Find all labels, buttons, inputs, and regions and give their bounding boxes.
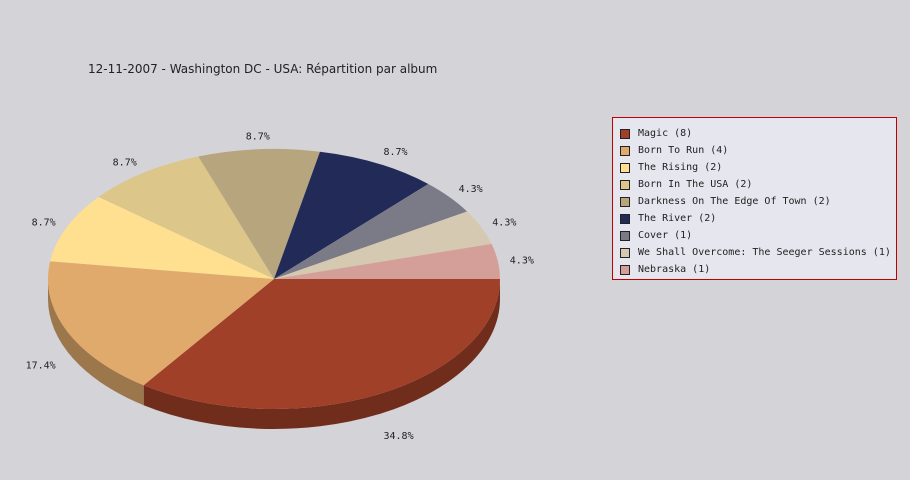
- legend-item-born-to-run: Born To Run (4): [620, 142, 896, 159]
- chart-title: 12-11-2007 - Washington DC - USA: Répart…: [88, 62, 438, 76]
- pie-percent-label: 8.7%: [246, 131, 270, 142]
- legend-item-magic: Magic (8): [620, 125, 896, 142]
- legend-swatch: [620, 213, 630, 224]
- legend: Magic (8) Born To Run (4) The Rising (2) Bo…: [612, 117, 897, 280]
- legend-label: The Rising (2): [638, 162, 723, 173]
- pie-slice-born-to-run: [47, 261, 274, 386]
- pie-side-born-to-run: [47, 279, 144, 406]
- legend-item-we-shall-overcome-the-seeger-sessions: We Shall Overcome: The Seeger Sessions (…: [620, 244, 896, 261]
- legend-swatch: [620, 264, 630, 275]
- pie-slice-cover: [274, 183, 468, 279]
- pie-percent-label: 34.8%: [383, 431, 413, 442]
- pie-percent-label: 8.7%: [383, 147, 407, 158]
- legend-label: Magic (8): [638, 128, 693, 139]
- pie-side-magic: [143, 279, 501, 429]
- legend-label: Nebraska (1): [638, 264, 711, 275]
- legend-swatch: [620, 162, 630, 173]
- legend-item-cover: Cover (1): [620, 227, 896, 244]
- legend-item-darkness-on-the-edge-of-town: Darkness On The Edge Of Town (2): [620, 193, 896, 210]
- pie-percent-label: 8.7%: [32, 218, 56, 229]
- pie-slice-the-rising: [50, 196, 274, 279]
- pie-slice-born-in-the-usa: [98, 156, 275, 279]
- legend-item-the-river: The River (2): [620, 210, 896, 227]
- pie-percent-label: 4.3%: [510, 255, 534, 266]
- legend-swatch: [620, 230, 630, 241]
- legend-label: Cover (1): [638, 230, 693, 241]
- pie-labels: 34.8% 17.4% 8.7% 8.7% 8.7% 8.7% 4.3% 4.3% 4.3%: [26, 131, 534, 442]
- legend-label: The River (2): [638, 213, 717, 224]
- legend-swatch: [620, 128, 630, 139]
- legend-swatch: [620, 247, 630, 258]
- pie-slice-darkness-on-the-edge-of-town: [198, 149, 320, 279]
- legend-item-the-rising: The Rising (2): [620, 159, 896, 176]
- legend-swatch: [620, 145, 630, 156]
- pie-slice-nebraska: [274, 243, 500, 279]
- pie-slice-magic: [143, 279, 501, 409]
- pie-slice-we-shall-overcome-the-seeger-sessions: [274, 211, 492, 279]
- legend-label: Born In The USA (2): [638, 179, 753, 190]
- pie-percent-label: 17.4%: [26, 360, 56, 371]
- pie-percent-label: 4.3%: [492, 218, 516, 229]
- legend-label: We Shall Overcome: The Seeger Sessions (…: [638, 247, 891, 258]
- legend-label: Darkness On The Edge Of Town (2): [638, 196, 831, 207]
- pie-sides: [47, 279, 501, 429]
- pie-percent-label: 8.7%: [113, 157, 137, 168]
- legend-item-born-in-the-usa: Born In The USA (2): [620, 176, 896, 193]
- legend-swatch: [620, 196, 630, 207]
- legend-label: Born To Run (4): [638, 145, 729, 156]
- legend-item-nebraska: Nebraska (1): [620, 261, 896, 278]
- pie-slice-the-river: [274, 151, 429, 279]
- pie-percent-label: 4.3%: [459, 184, 483, 195]
- legend-swatch: [620, 179, 630, 190]
- pie-top: [47, 149, 501, 409]
